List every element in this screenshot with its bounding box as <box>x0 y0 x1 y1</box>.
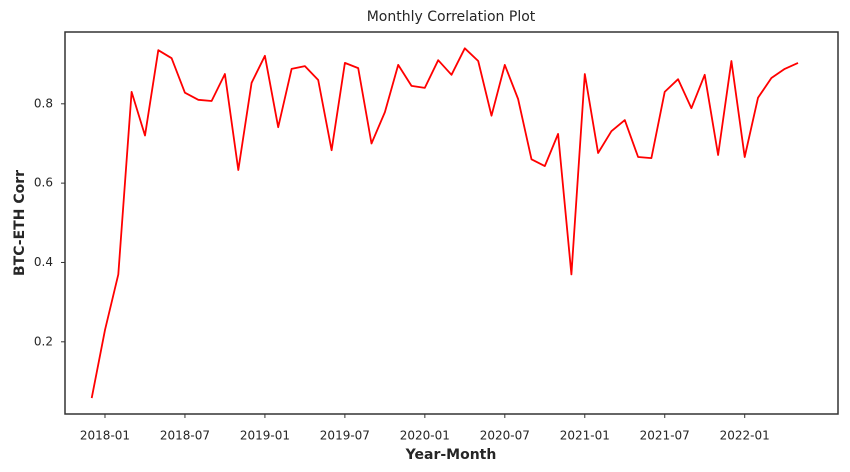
y-tick-label: 0.8 <box>34 96 53 110</box>
x-tick-label: 2018-01 <box>80 429 130 443</box>
x-tick-label: 2021-07 <box>640 429 690 443</box>
x-tick-label: 2022-01 <box>720 429 770 443</box>
x-axis-label: Year-Month <box>405 447 497 463</box>
x-tick-label: 2019-01 <box>240 429 290 443</box>
y-tick-label: 0.6 <box>34 176 53 190</box>
line <box>90 47 799 399</box>
chart-title: Monthly Correlation Plot <box>367 9 536 25</box>
x-tick-label: 2018-07 <box>160 429 210 443</box>
x-tick-label: 2021-01 <box>560 429 610 443</box>
x-tick-label: 2020-07 <box>480 429 530 443</box>
y-axis-label: BTC-ETH Corr <box>12 170 28 276</box>
y-tick-label: 0.2 <box>34 334 53 348</box>
plot-frame <box>64 31 839 415</box>
y-tick-label: 0.4 <box>34 255 53 269</box>
x-tick-label: 2019-07 <box>320 429 370 443</box>
x-tick-label: 2020-01 <box>400 429 450 443</box>
